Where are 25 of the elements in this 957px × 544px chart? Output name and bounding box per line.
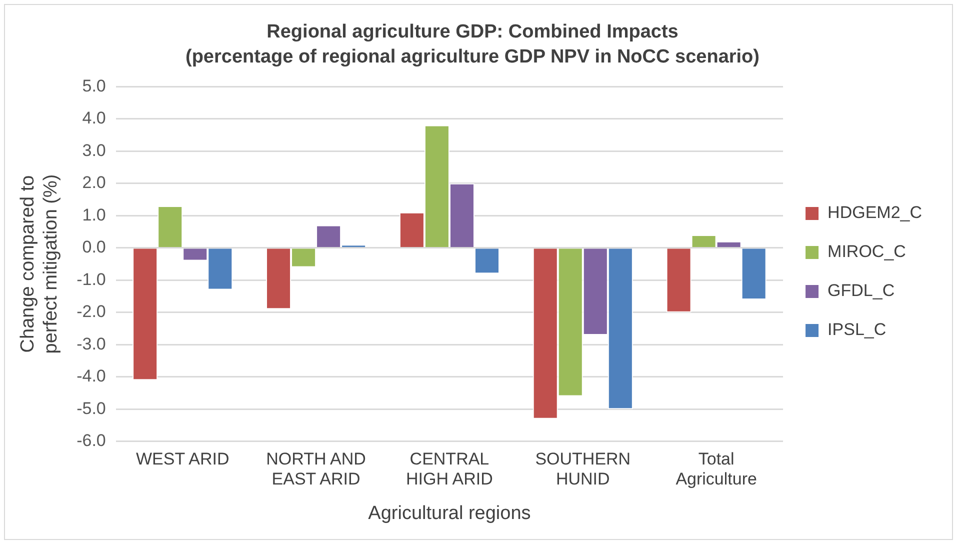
y-tick-label: 2.0: [82, 173, 106, 192]
x-tick-label: NORTH AND EAST ARID: [266, 449, 366, 489]
y-tick-label: 1.0: [82, 205, 106, 224]
chart-subtitle: (percentage of regional agriculture GDP NPV in NoCC scenario): [186, 46, 760, 68]
y-tick-label: 3.0: [82, 140, 106, 160]
y-tick-label: -3.0: [76, 334, 106, 354]
legend-label: MIROC_C: [828, 242, 906, 262]
chart-title: Regional agriculture GDP: Combined Impacts: [266, 22, 678, 43]
y-tick-label: -6.0: [76, 431, 106, 450]
y-tick-label: -4.0: [76, 366, 106, 386]
y-tick-label: -5.0: [76, 398, 106, 418]
y-tick-label: 4.0: [82, 108, 106, 128]
legend-label: IPSL_C: [828, 320, 886, 340]
y-tick-label: -2.0: [76, 302, 106, 322]
x-axis-title: Agricultural regions: [368, 502, 531, 524]
x-tick-label: WEST ARID: [136, 449, 230, 468]
y-tick-label: 0.0: [82, 238, 106, 257]
y-tick-label: 5.0: [82, 76, 106, 96]
y-tick-label: -1.0: [76, 270, 106, 289]
x-tick-label: SOUTHERN HUNID: [535, 449, 631, 489]
y-axis-title: Change compared to perfect mitigation (%): [18, 174, 62, 354]
x-tick-label: CENTRAL HIGH ARID: [406, 449, 493, 489]
legend-label: GFDL_C: [828, 281, 895, 300]
x-tick-label: Total Agriculture: [676, 449, 757, 489]
legend-label: HDGEM2_C: [828, 203, 922, 222]
